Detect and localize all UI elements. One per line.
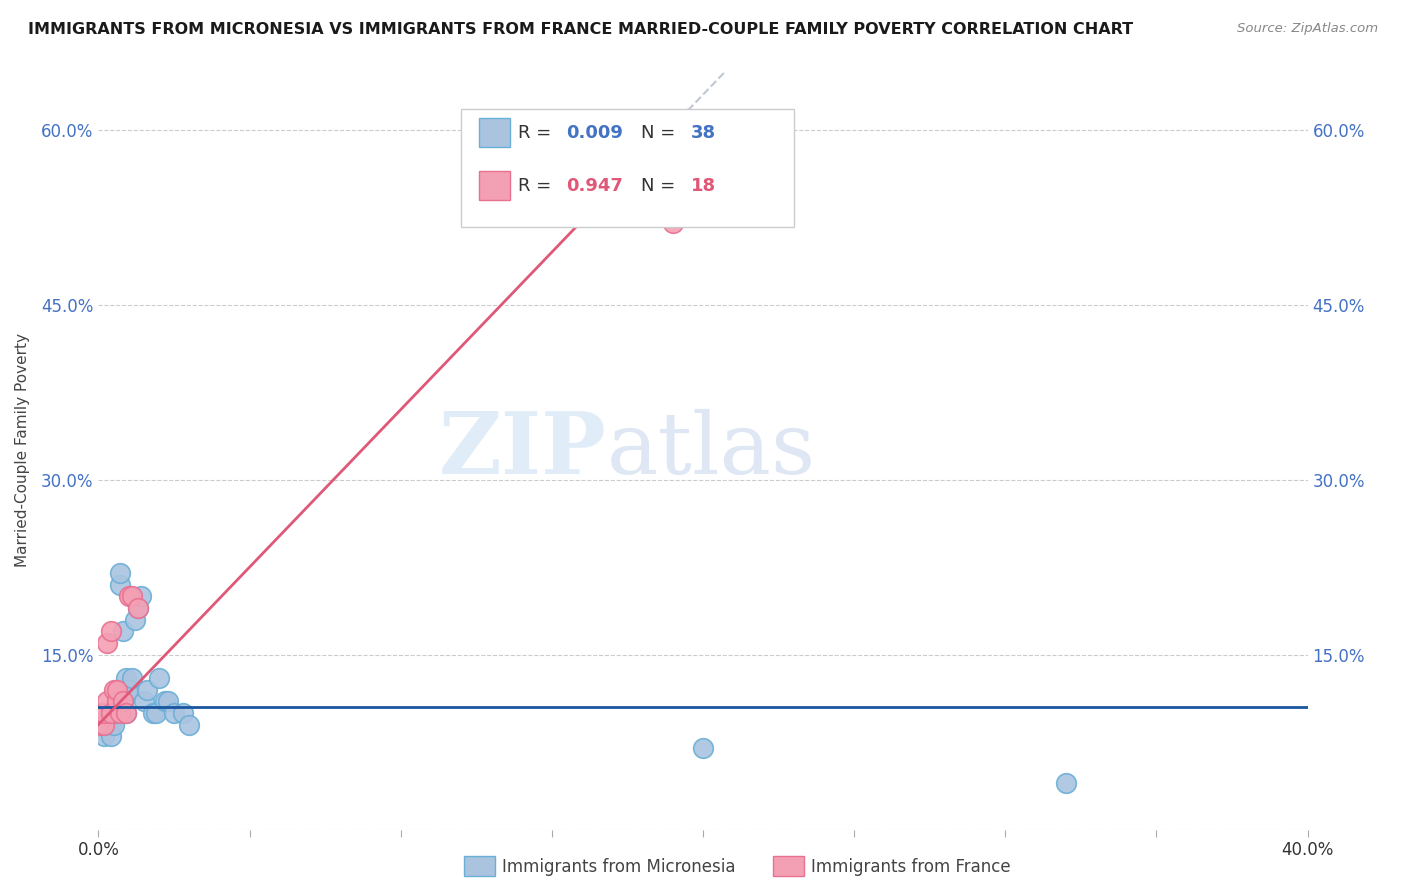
Point — [179, 717, 201, 731]
Text: Source: ZipAtlas.com: Source: ZipAtlas.com — [1237, 22, 1378, 36]
Point — [105, 694, 128, 708]
Point — [105, 682, 128, 697]
Point — [118, 682, 141, 697]
Text: IMMIGRANTS FROM MICRONESIA VS IMMIGRANTS FROM FRANCE MARRIED-COUPLE FAMILY POVER: IMMIGRANTS FROM MICRONESIA VS IMMIGRANTS… — [28, 22, 1133, 37]
Point — [118, 589, 141, 603]
Text: R =: R = — [517, 177, 557, 194]
Point — [108, 706, 131, 720]
Point — [108, 577, 131, 591]
Point — [124, 613, 146, 627]
Point — [114, 706, 136, 720]
Point — [135, 682, 157, 697]
Text: atlas: atlas — [606, 409, 815, 492]
Text: 38: 38 — [690, 124, 716, 142]
Point — [118, 682, 141, 697]
Point — [172, 706, 194, 720]
Point — [145, 706, 167, 720]
FancyBboxPatch shape — [479, 119, 509, 147]
Text: ZIP: ZIP — [439, 409, 606, 492]
Point — [108, 566, 131, 580]
Point — [132, 694, 155, 708]
Point — [87, 717, 110, 731]
Y-axis label: Married-Couple Family Poverty: Married-Couple Family Poverty — [15, 334, 30, 567]
Point — [661, 216, 683, 230]
Point — [93, 717, 115, 731]
Point — [96, 694, 118, 708]
Point — [148, 671, 170, 685]
FancyBboxPatch shape — [479, 171, 509, 201]
Point — [111, 694, 134, 708]
Point — [103, 717, 125, 731]
Text: N =: N = — [641, 124, 682, 142]
Point — [103, 682, 125, 697]
Point — [103, 706, 125, 720]
Text: 0.009: 0.009 — [567, 124, 623, 142]
Point — [105, 706, 128, 720]
Point — [121, 589, 143, 603]
Point — [93, 729, 115, 743]
Point — [127, 601, 149, 615]
Point — [121, 671, 143, 685]
Point — [142, 706, 165, 720]
Point — [692, 740, 714, 755]
Point — [87, 717, 110, 731]
Point — [163, 706, 186, 720]
Point — [100, 706, 122, 720]
Point — [96, 636, 118, 650]
Point — [96, 706, 118, 720]
Text: R =: R = — [517, 124, 557, 142]
Point — [1054, 776, 1077, 790]
Point — [114, 671, 136, 685]
Text: Immigrants from France: Immigrants from France — [811, 858, 1011, 876]
Point — [100, 729, 122, 743]
Point — [156, 694, 179, 708]
Text: 0.947: 0.947 — [567, 177, 623, 194]
Text: N =: N = — [641, 177, 682, 194]
Point — [100, 624, 122, 639]
Point — [90, 717, 112, 731]
Point — [90, 706, 112, 720]
Point — [93, 717, 115, 731]
Point — [129, 589, 152, 603]
Point — [153, 694, 176, 708]
Point — [105, 694, 128, 708]
Point — [93, 706, 115, 720]
Point — [111, 694, 134, 708]
Point — [111, 624, 134, 639]
Point — [100, 717, 122, 731]
Point — [90, 706, 112, 720]
Text: Immigrants from Micronesia: Immigrants from Micronesia — [502, 858, 735, 876]
Point — [114, 706, 136, 720]
Point — [96, 717, 118, 731]
FancyBboxPatch shape — [461, 110, 793, 227]
Point — [93, 706, 115, 720]
Point — [127, 601, 149, 615]
Text: 18: 18 — [690, 177, 716, 194]
